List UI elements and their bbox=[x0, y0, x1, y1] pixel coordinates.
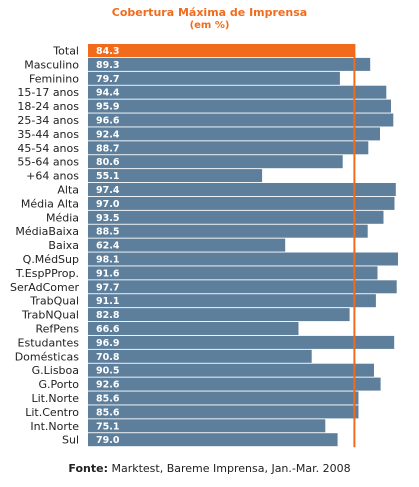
value-label: 92.4 bbox=[96, 129, 120, 140]
value-label: 97.4 bbox=[96, 185, 120, 196]
bar bbox=[88, 71, 340, 85]
category-label: Alta bbox=[57, 184, 79, 197]
category-label: G.Porto bbox=[38, 378, 79, 391]
bar bbox=[88, 377, 381, 391]
value-label: 91.6 bbox=[96, 268, 120, 279]
value-label: 62.4 bbox=[96, 241, 120, 252]
category-label: 55-64 anos bbox=[17, 156, 79, 169]
bar bbox=[88, 127, 380, 141]
bar bbox=[88, 224, 368, 238]
chart-title: Cobertura Máxima de Imprensa bbox=[111, 6, 308, 19]
bar bbox=[88, 210, 384, 224]
value-label: 90.5 bbox=[96, 366, 119, 377]
bar bbox=[88, 252, 398, 266]
category-label: Q.MédSup bbox=[23, 253, 79, 266]
value-label: 93.5 bbox=[96, 213, 119, 224]
source-footer: Fonte: Marktest, Bareme Imprensa, Jan.-M… bbox=[0, 462, 419, 475]
category-label: T.EspPProp. bbox=[15, 267, 79, 280]
category-label: Masculino bbox=[24, 58, 79, 71]
value-label: 82.8 bbox=[96, 310, 120, 321]
value-label: 92.6 bbox=[96, 380, 120, 391]
category-label: TrabNQual bbox=[21, 309, 79, 322]
category-label: G.Lisboa bbox=[32, 364, 79, 377]
bar bbox=[88, 85, 387, 99]
bar bbox=[88, 169, 263, 183]
chart-subtitle: (em %) bbox=[189, 20, 230, 31]
category-label: Feminino bbox=[29, 72, 79, 85]
category-label: RefPens bbox=[35, 323, 79, 336]
source-text: Marktest, Bareme Imprensa, Jan.-Mar. 200… bbox=[111, 462, 351, 475]
bar bbox=[88, 308, 350, 322]
bar bbox=[88, 433, 338, 447]
bar bbox=[88, 57, 371, 71]
value-label: 89.3 bbox=[96, 60, 119, 71]
category-label: Sul bbox=[62, 434, 79, 447]
value-label: 79.7 bbox=[96, 74, 119, 85]
bar bbox=[88, 363, 374, 377]
category-label: Lit.Norte bbox=[31, 392, 79, 405]
bar bbox=[88, 280, 397, 294]
category-label: Baixa bbox=[48, 239, 79, 252]
value-label: 94.4 bbox=[96, 88, 120, 99]
category-label: +64 anos bbox=[26, 170, 79, 183]
value-label: 66.6 bbox=[96, 324, 120, 335]
category-label: Total bbox=[52, 45, 79, 58]
bar bbox=[88, 183, 396, 196]
bar bbox=[88, 196, 395, 210]
bar bbox=[88, 322, 299, 335]
category-label: Lit.Centro bbox=[25, 406, 79, 419]
bar bbox=[88, 113, 394, 127]
value-label: 85.6 bbox=[96, 394, 120, 405]
value-label: 85.6 bbox=[96, 407, 120, 418]
bars-group bbox=[88, 44, 398, 447]
category-label: Int.Norte bbox=[30, 420, 79, 433]
bar bbox=[88, 99, 391, 113]
category-label: Média Alta bbox=[21, 197, 79, 210]
value-label: 97.0 bbox=[96, 199, 120, 210]
bar bbox=[88, 391, 359, 405]
value-label: 80.6 bbox=[96, 157, 120, 168]
category-label: TrabQual bbox=[29, 295, 79, 308]
bar bbox=[88, 335, 395, 349]
category-label: Estudantes bbox=[18, 336, 80, 349]
value-label: 88.7 bbox=[96, 143, 119, 154]
value-label: 55.1 bbox=[96, 171, 119, 182]
bar bbox=[88, 155, 343, 169]
category-label: Domésticas bbox=[15, 350, 80, 363]
bar bbox=[88, 349, 312, 363]
value-label: 96.6 bbox=[96, 116, 120, 127]
category-label: 25-34 anos bbox=[17, 114, 79, 127]
value-label: 95.9 bbox=[96, 102, 119, 113]
bar bbox=[88, 294, 376, 308]
category-label: 35-44 anos bbox=[17, 128, 79, 141]
category-label: 18-24 anos bbox=[17, 100, 79, 113]
value-label: 75.1 bbox=[96, 421, 119, 432]
category-label: 45-54 anos bbox=[17, 142, 79, 155]
bar bbox=[88, 266, 378, 280]
value-labels-group: 84.3 89.3 79.7 94.4 95.9 96.6 92.4 88.7 80.6 55.1… bbox=[96, 46, 120, 446]
value-label: 98.1 bbox=[96, 255, 119, 266]
category-label: Média bbox=[46, 211, 79, 224]
bar bbox=[88, 141, 369, 155]
category-label: 15-17 anos bbox=[17, 86, 79, 99]
bar-total bbox=[88, 44, 355, 57]
value-label: 91.1 bbox=[96, 296, 119, 307]
source-label: Fonte: bbox=[68, 462, 108, 475]
value-label: 84.3 bbox=[96, 46, 119, 57]
value-label: 70.8 bbox=[96, 352, 120, 363]
value-label: 97.7 bbox=[96, 282, 119, 293]
bar bbox=[88, 405, 359, 419]
category-label: SerAdComer bbox=[10, 281, 79, 294]
bar bbox=[88, 419, 326, 433]
bar bbox=[88, 238, 286, 252]
category-label: MédiaBaixa bbox=[15, 225, 79, 238]
value-label: 96.9 bbox=[96, 338, 119, 349]
value-label: 79.0 bbox=[96, 435, 120, 446]
value-label: 88.5 bbox=[96, 227, 119, 238]
